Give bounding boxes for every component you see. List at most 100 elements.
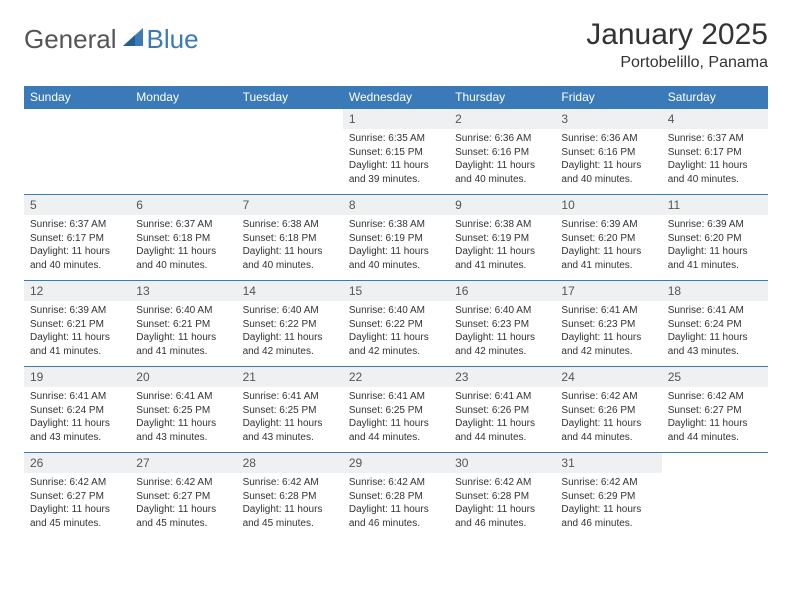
day-info-line: Sunrise: 6:39 AM (561, 218, 655, 232)
calendar-table: Sunday Monday Tuesday Wednesday Thursday… (24, 86, 768, 538)
logo-text-blue: Blue (147, 24, 199, 55)
day-info-line: Daylight: 11 hours (30, 503, 124, 517)
weekday-header: Monday (130, 86, 236, 109)
day-info-line: Sunset: 6:27 PM (30, 490, 124, 504)
day-number-cell: 15 (343, 281, 449, 302)
day-info-line: Sunrise: 6:42 AM (349, 476, 443, 490)
day-info-line: and 43 minutes. (30, 431, 124, 445)
day-info-line: and 40 minutes. (668, 173, 762, 187)
day-info-cell: Sunrise: 6:42 AMSunset: 6:26 PMDaylight:… (555, 387, 661, 453)
day-info-line: Daylight: 11 hours (349, 245, 443, 259)
day-info-line: Sunset: 6:28 PM (243, 490, 337, 504)
day-number-cell (130, 109, 236, 130)
day-info-line: Daylight: 11 hours (136, 331, 230, 345)
day-number-cell: 11 (662, 195, 768, 216)
day-number-cell (237, 109, 343, 130)
day-info-line: Daylight: 11 hours (349, 159, 443, 173)
day-number-cell: 21 (237, 367, 343, 388)
day-info-line: Sunrise: 6:36 AM (455, 132, 549, 146)
day-info-line: and 46 minutes. (349, 517, 443, 531)
day-info-line: Sunset: 6:27 PM (668, 404, 762, 418)
day-info-cell: Sunrise: 6:41 AMSunset: 6:25 PMDaylight:… (130, 387, 236, 453)
day-info-cell: Sunrise: 6:36 AMSunset: 6:16 PMDaylight:… (449, 129, 555, 195)
day-info-line: and 40 minutes. (136, 259, 230, 273)
day-number-cell: 6 (130, 195, 236, 216)
day-info-line: Sunset: 6:16 PM (455, 146, 549, 160)
day-info-line: Sunrise: 6:38 AM (243, 218, 337, 232)
day-info-line: Sunset: 6:22 PM (349, 318, 443, 332)
day-info-row: Sunrise: 6:41 AMSunset: 6:24 PMDaylight:… (24, 387, 768, 453)
day-info-line: and 42 minutes. (561, 345, 655, 359)
weekday-header: Tuesday (237, 86, 343, 109)
day-info-cell: Sunrise: 6:41 AMSunset: 6:26 PMDaylight:… (449, 387, 555, 453)
day-info-cell: Sunrise: 6:41 AMSunset: 6:24 PMDaylight:… (24, 387, 130, 453)
day-info-cell: Sunrise: 6:37 AMSunset: 6:17 PMDaylight:… (24, 215, 130, 281)
day-info-cell: Sunrise: 6:35 AMSunset: 6:15 PMDaylight:… (343, 129, 449, 195)
day-info-line: Sunrise: 6:42 AM (243, 476, 337, 490)
day-info-line: Sunrise: 6:38 AM (455, 218, 549, 232)
day-info-line: and 43 minutes. (668, 345, 762, 359)
day-number-cell: 20 (130, 367, 236, 388)
month-title: January 2025 (586, 18, 768, 52)
day-number-cell: 8 (343, 195, 449, 216)
day-info-line: Sunset: 6:15 PM (349, 146, 443, 160)
day-number-cell: 5 (24, 195, 130, 216)
day-info-cell: Sunrise: 6:42 AMSunset: 6:28 PMDaylight:… (237, 473, 343, 538)
day-number-cell: 30 (449, 453, 555, 474)
day-info-line: Daylight: 11 hours (455, 503, 549, 517)
day-info-line: and 45 minutes. (30, 517, 124, 531)
day-info-line: Sunset: 6:20 PM (561, 232, 655, 246)
day-info-line: Daylight: 11 hours (30, 245, 124, 259)
day-info-line: Sunrise: 6:37 AM (30, 218, 124, 232)
day-info-cell: Sunrise: 6:40 AMSunset: 6:22 PMDaylight:… (343, 301, 449, 367)
day-info-line: Sunrise: 6:41 AM (30, 390, 124, 404)
day-info-line: Sunrise: 6:42 AM (668, 390, 762, 404)
day-info-line: Sunrise: 6:41 AM (243, 390, 337, 404)
weekday-header: Wednesday (343, 86, 449, 109)
logo: General Blue (24, 18, 199, 55)
day-info-line: Sunrise: 6:41 AM (455, 390, 549, 404)
day-info-line: Sunrise: 6:41 AM (561, 304, 655, 318)
day-number-row: 1234 (24, 109, 768, 130)
day-info-line: and 41 minutes. (455, 259, 549, 273)
day-number-row: 19202122232425 (24, 367, 768, 388)
day-info-cell (662, 473, 768, 538)
day-info-line: and 44 minutes. (561, 431, 655, 445)
day-info-cell: Sunrise: 6:37 AMSunset: 6:17 PMDaylight:… (662, 129, 768, 195)
day-info-line: Daylight: 11 hours (30, 417, 124, 431)
day-info-line: Sunrise: 6:42 AM (455, 476, 549, 490)
day-info-line: Daylight: 11 hours (349, 417, 443, 431)
day-number-cell: 22 (343, 367, 449, 388)
day-info-line: and 40 minutes. (455, 173, 549, 187)
day-info-line: Sunset: 6:28 PM (455, 490, 549, 504)
day-info-line: and 42 minutes. (455, 345, 549, 359)
day-info-line: Sunrise: 6:40 AM (349, 304, 443, 318)
day-info-line: Sunrise: 6:40 AM (455, 304, 549, 318)
day-info-line: Sunset: 6:25 PM (243, 404, 337, 418)
day-info-cell: Sunrise: 6:39 AMSunset: 6:20 PMDaylight:… (555, 215, 661, 281)
day-info-line: Daylight: 11 hours (349, 331, 443, 345)
day-info-line: Sunset: 6:24 PM (668, 318, 762, 332)
day-info-cell: Sunrise: 6:42 AMSunset: 6:28 PMDaylight:… (449, 473, 555, 538)
day-info-line: Sunset: 6:27 PM (136, 490, 230, 504)
day-info-line: Sunset: 6:22 PM (243, 318, 337, 332)
day-info-line: Sunrise: 6:41 AM (668, 304, 762, 318)
day-info-line: and 39 minutes. (349, 173, 443, 187)
day-number-cell: 19 (24, 367, 130, 388)
day-info-cell: Sunrise: 6:38 AMSunset: 6:19 PMDaylight:… (343, 215, 449, 281)
day-info-line: Daylight: 11 hours (668, 417, 762, 431)
logo-sail-icon (121, 26, 145, 53)
day-info-line: and 44 minutes. (349, 431, 443, 445)
day-info-line: Sunset: 6:25 PM (349, 404, 443, 418)
day-info-line: Daylight: 11 hours (349, 503, 443, 517)
day-info-line: Sunrise: 6:42 AM (136, 476, 230, 490)
day-number-cell: 16 (449, 281, 555, 302)
day-info-line: Sunset: 6:25 PM (136, 404, 230, 418)
day-number-cell: 3 (555, 109, 661, 130)
day-info-line: Daylight: 11 hours (668, 331, 762, 345)
day-number-cell: 14 (237, 281, 343, 302)
day-info-line: Daylight: 11 hours (243, 331, 337, 345)
weekday-header: Saturday (662, 86, 768, 109)
day-number-row: 12131415161718 (24, 281, 768, 302)
day-info-line: and 41 minutes. (136, 345, 230, 359)
